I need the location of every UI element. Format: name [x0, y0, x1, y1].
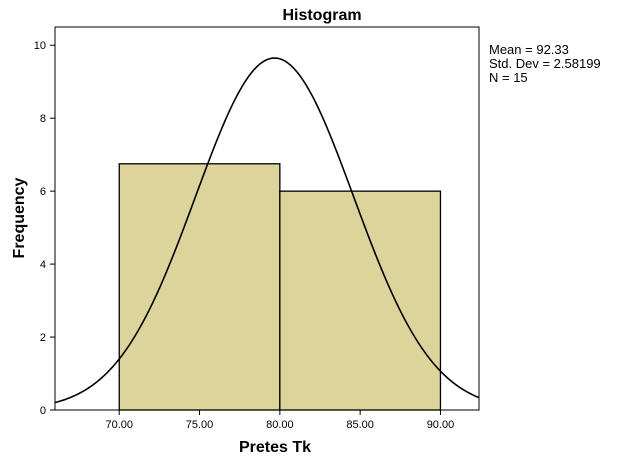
x-tick-label: 70.00: [105, 419, 133, 431]
y-axis-label: Frequency: [11, 177, 28, 258]
plot-frame: [54, 26, 480, 411]
stats-mean: Mean = 92.33: [489, 42, 569, 57]
stats-std-dev: Std. Dev = 2.58199: [489, 56, 601, 71]
histogram-bar: [118, 163, 281, 411]
x-axis-label: Pretes Tk: [239, 439, 311, 456]
y-tick-label: 8: [40, 113, 46, 125]
chart-title: Histogram: [282, 7, 361, 24]
x-tick-label: 90.00: [427, 419, 455, 431]
normal-curve: [54, 57, 480, 404]
y-tick-label: 6: [40, 186, 46, 198]
stats-n: N = 15: [489, 70, 528, 85]
y-tick-label: 2: [40, 332, 46, 344]
y-tick-label: 10: [34, 40, 46, 52]
x-tick-label: 80.00: [266, 419, 294, 431]
x-tick-label: 85.00: [346, 419, 374, 431]
x-tick-label: 75.00: [186, 419, 214, 431]
stats-legend: Mean = 92.33 Std. Dev = 2.58199 N = 15: [489, 43, 601, 85]
y-tick-label: 0: [40, 405, 46, 417]
histogram-bar: [279, 190, 442, 411]
y-tick-label: 4: [40, 259, 46, 271]
